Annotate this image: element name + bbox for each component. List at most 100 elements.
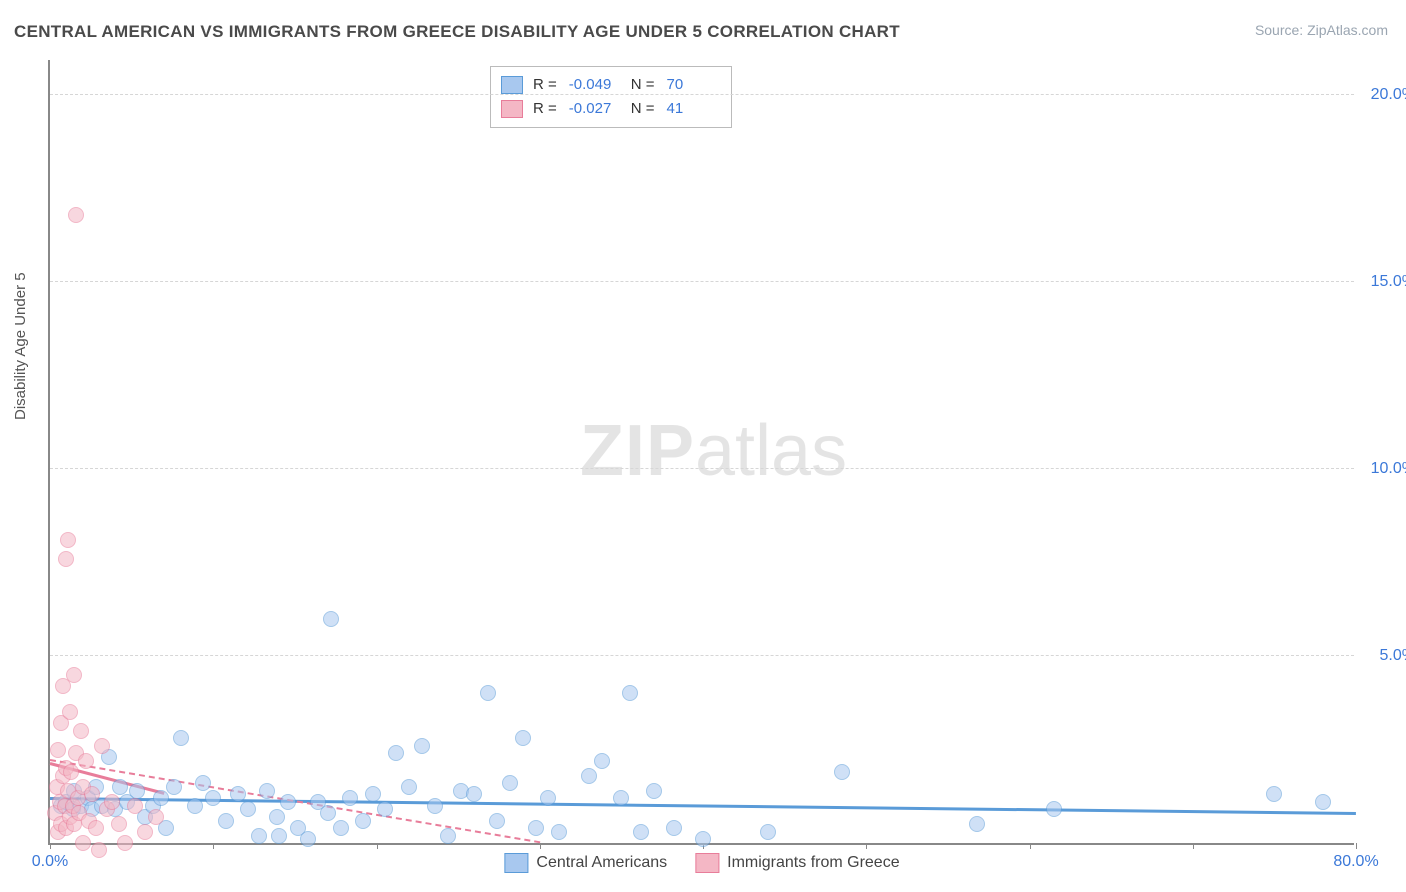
gridline [50, 281, 1354, 282]
data-point [63, 764, 79, 780]
data-point [427, 798, 443, 814]
data-point [377, 801, 393, 817]
data-point [88, 820, 104, 836]
data-point [84, 786, 100, 802]
data-point [300, 831, 316, 847]
x-tick [50, 843, 51, 849]
data-point [466, 786, 482, 802]
data-point [969, 816, 985, 832]
data-point [205, 790, 221, 806]
stat-n-value: 41 [667, 97, 719, 121]
data-point [355, 813, 371, 829]
y-axis-label: Disability Age Under 5 [12, 272, 29, 420]
x-tick [213, 843, 214, 849]
data-point [259, 783, 275, 799]
data-point [127, 798, 143, 814]
plot-area: ZIPatlas R = -0.049 N = 70 R = -0.027 N … [48, 60, 1354, 845]
data-point [1046, 801, 1062, 817]
data-point [834, 764, 850, 780]
data-point [646, 783, 662, 799]
data-point [581, 768, 597, 784]
stat-r-label: R = [533, 97, 557, 121]
data-point [269, 809, 285, 825]
data-point [333, 820, 349, 836]
gridline [50, 94, 1354, 95]
x-tick [1030, 843, 1031, 849]
watermark: ZIPatlas [580, 410, 847, 492]
y-tick-label: 10.0% [1360, 460, 1406, 478]
lower-legend: Central Americans Immigrants from Greece [504, 853, 899, 873]
data-point [1266, 786, 1282, 802]
chart-container: { "title": "CENTRAL AMERICAN VS IMMIGRAN… [0, 0, 1406, 892]
data-point [622, 685, 638, 701]
data-point [489, 813, 505, 829]
stat-n-label: N = [631, 73, 655, 97]
stats-row-series-1: R = -0.049 N = 70 [501, 73, 719, 97]
gridline [50, 468, 1354, 469]
data-point [50, 742, 66, 758]
data-point [230, 786, 246, 802]
y-tick-label: 15.0% [1360, 273, 1406, 291]
data-point [240, 801, 256, 817]
data-point [594, 753, 610, 769]
chart-title: CENTRAL AMERICAN VS IMMIGRANTS FROM GREE… [14, 22, 900, 42]
data-point [112, 779, 128, 795]
x-tick-label: 80.0% [1333, 853, 1378, 871]
data-point [551, 824, 567, 840]
data-point [78, 753, 94, 769]
data-point [666, 820, 682, 836]
stat-n-label: N = [631, 97, 655, 121]
data-point [323, 611, 339, 627]
data-point [104, 794, 120, 810]
data-point [480, 685, 496, 701]
x-tick [1356, 843, 1357, 849]
swatch-series-2 [501, 100, 523, 118]
data-point [695, 831, 711, 847]
source-attribution: Source: ZipAtlas.com [1255, 22, 1388, 38]
legend-label-1: Central Americans [536, 854, 667, 872]
data-point [68, 207, 84, 223]
data-point [195, 775, 211, 791]
data-point [187, 798, 203, 814]
data-point [280, 794, 296, 810]
data-point [760, 824, 776, 840]
stat-r-value: -0.027 [569, 97, 621, 121]
data-point [515, 730, 531, 746]
data-point [401, 779, 417, 795]
data-point [414, 738, 430, 754]
data-point [111, 816, 127, 832]
x-tick [866, 843, 867, 849]
legend-label-2: Immigrants from Greece [727, 854, 899, 872]
data-point [440, 828, 456, 844]
x-tick [377, 843, 378, 849]
data-point [117, 835, 133, 851]
data-point [320, 805, 336, 821]
data-point [613, 790, 629, 806]
data-point [58, 551, 74, 567]
legend-swatch-1 [504, 853, 528, 873]
data-point [540, 790, 556, 806]
data-point [148, 809, 164, 825]
stat-n-value: 70 [667, 73, 719, 97]
data-point [365, 786, 381, 802]
y-tick-label: 5.0% [1360, 647, 1406, 665]
data-point [173, 730, 189, 746]
data-point [66, 667, 82, 683]
data-point [502, 775, 518, 791]
data-point [129, 783, 145, 799]
x-tick-label: 0.0% [32, 853, 68, 871]
data-point [62, 704, 78, 720]
stats-row-series-2: R = -0.027 N = 41 [501, 97, 719, 121]
data-point [137, 824, 153, 840]
data-point [60, 532, 76, 548]
data-point [75, 835, 91, 851]
data-point [166, 779, 182, 795]
data-point [388, 745, 404, 761]
stats-legend-box: R = -0.049 N = 70 R = -0.027 N = 41 [490, 66, 732, 128]
data-point [91, 842, 107, 858]
data-point [94, 738, 110, 754]
legend-item-2: Immigrants from Greece [695, 853, 899, 873]
data-point [342, 790, 358, 806]
x-tick [1193, 843, 1194, 849]
legend-item-1: Central Americans [504, 853, 667, 873]
